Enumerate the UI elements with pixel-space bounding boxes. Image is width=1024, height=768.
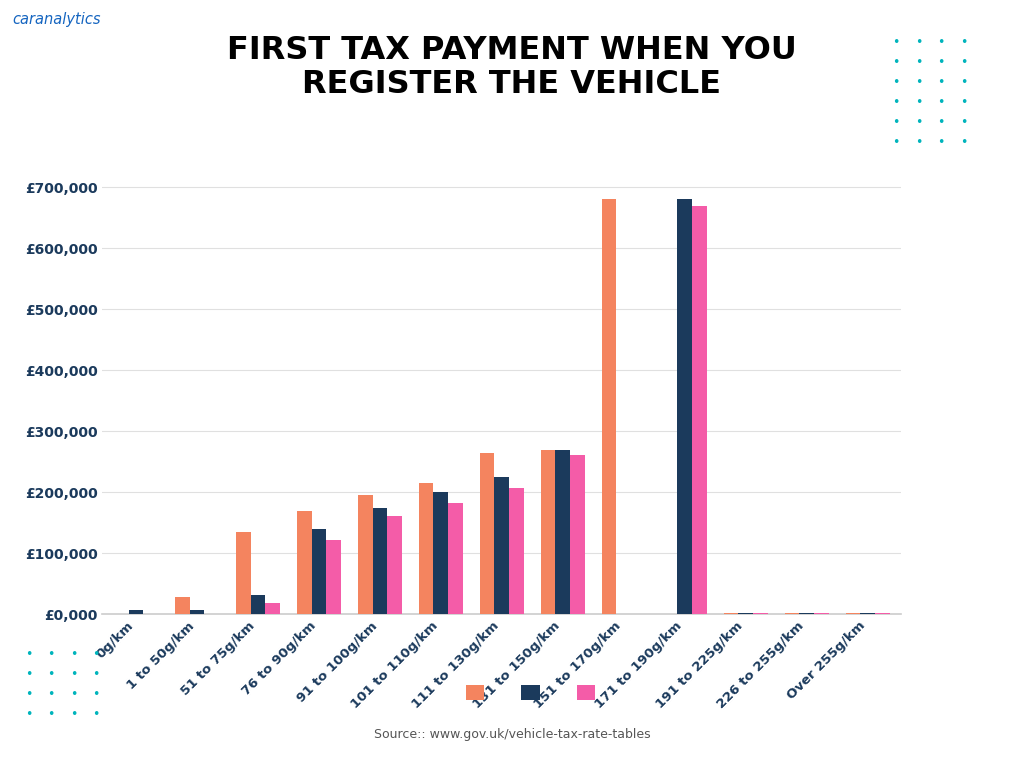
Bar: [480, 452, 495, 614]
Text: FIRST TAX PAYMENT WHEN YOU
REGISTER THE VEHICLE: FIRST TAX PAYMENT WHEN YOU REGISTER THE …: [227, 35, 797, 100]
Text: •: •: [25, 668, 33, 680]
Text: •: •: [914, 96, 923, 108]
Text: •: •: [914, 136, 923, 148]
Text: Source:: www.gov.uk/vehicle-tax-rate-tables: Source:: www.gov.uk/vehicle-tax-rate-tab…: [374, 728, 650, 741]
Text: •: •: [892, 76, 900, 88]
Bar: [419, 483, 433, 614]
Text: •: •: [892, 56, 900, 68]
Text: •: •: [892, 36, 900, 48]
Text: •: •: [47, 668, 55, 680]
Text: •: •: [892, 116, 900, 128]
Text: •: •: [959, 76, 968, 88]
Text: •: •: [937, 56, 945, 68]
Bar: [357, 495, 373, 614]
Bar: [570, 455, 585, 614]
Text: •: •: [25, 708, 33, 720]
Text: •: •: [914, 56, 923, 68]
Text: •: •: [47, 648, 55, 660]
Bar: [692, 206, 707, 614]
Text: •: •: [959, 116, 968, 128]
Bar: [129, 610, 143, 614]
Bar: [189, 610, 204, 614]
Text: •: •: [70, 688, 78, 700]
Bar: [387, 515, 401, 614]
Text: •: •: [47, 708, 55, 720]
Bar: [509, 488, 523, 614]
Text: caranalytics: caranalytics: [12, 12, 100, 27]
Bar: [677, 200, 692, 614]
Bar: [846, 613, 860, 614]
Bar: [784, 613, 800, 614]
Text: •: •: [914, 116, 923, 128]
Text: •: •: [959, 56, 968, 68]
Text: •: •: [959, 96, 968, 108]
Text: •: •: [959, 36, 968, 48]
Bar: [495, 477, 509, 614]
Bar: [541, 449, 555, 614]
Text: •: •: [937, 116, 945, 128]
Bar: [265, 604, 280, 614]
Text: •: •: [892, 96, 900, 108]
Bar: [297, 511, 311, 614]
Bar: [602, 200, 616, 614]
Text: •: •: [937, 76, 945, 88]
Text: •: •: [914, 76, 923, 88]
Text: •: •: [70, 668, 78, 680]
Text: •: •: [70, 648, 78, 660]
Text: •: •: [92, 688, 100, 700]
Bar: [251, 595, 265, 614]
Text: •: •: [70, 708, 78, 720]
Bar: [373, 508, 387, 614]
Text: •: •: [25, 648, 33, 660]
Text: •: •: [937, 36, 945, 48]
Bar: [175, 598, 189, 614]
Text: •: •: [959, 136, 968, 148]
Bar: [555, 449, 570, 614]
Text: •: •: [92, 668, 100, 680]
Bar: [860, 613, 874, 614]
Text: •: •: [92, 648, 100, 660]
Text: •: •: [914, 36, 923, 48]
Bar: [236, 532, 251, 614]
Text: •: •: [937, 96, 945, 108]
Text: •: •: [937, 136, 945, 148]
Bar: [433, 492, 449, 614]
Text: •: •: [47, 688, 55, 700]
Bar: [738, 613, 753, 614]
Bar: [874, 613, 890, 614]
Bar: [814, 613, 828, 614]
Bar: [800, 613, 814, 614]
Bar: [449, 503, 463, 614]
Bar: [327, 540, 341, 614]
Bar: [724, 613, 738, 614]
Text: •: •: [25, 688, 33, 700]
Bar: [753, 613, 768, 614]
Text: •: •: [92, 708, 100, 720]
Text: •: •: [892, 136, 900, 148]
Bar: [311, 529, 327, 614]
